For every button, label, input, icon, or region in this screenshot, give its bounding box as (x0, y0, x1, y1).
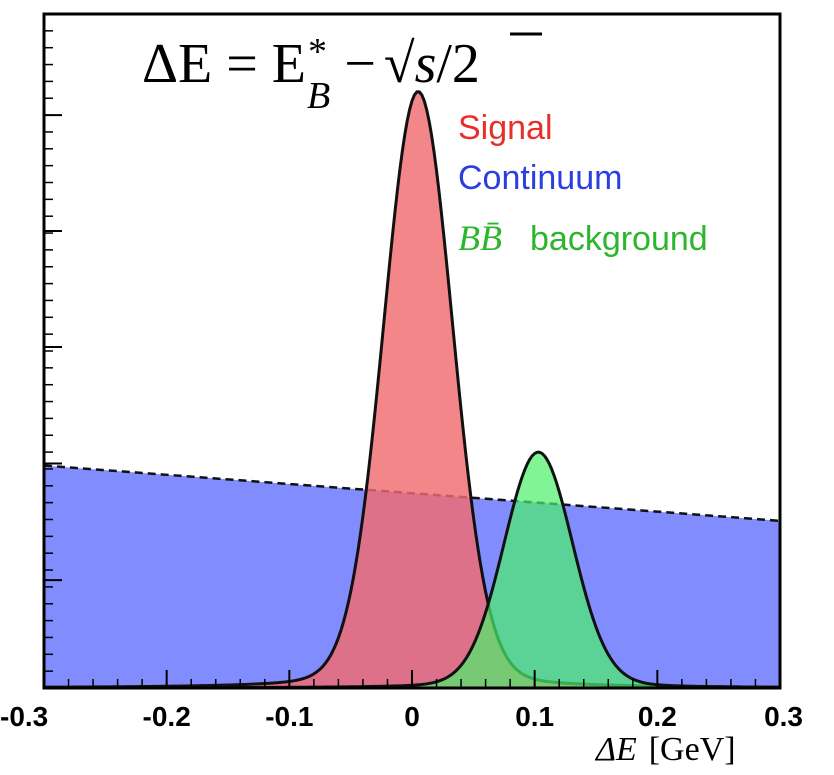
plot-area (42, 90, 782, 690)
x-tick-label: -0.1 (265, 701, 313, 732)
legend-bb-math: BB̄ (458, 218, 502, 258)
legend-signal: Signal (458, 109, 553, 147)
x-tick-label: -0.3 (0, 701, 48, 732)
legend: Signal Continuum BB̄ background (458, 109, 708, 258)
x-tick-label: 0 (404, 701, 420, 732)
x-axis-title: ΔE [GeV] (594, 731, 736, 768)
axes: -0.3 -0.2 -0.1 0 0.1 0.2 0.3 (0, 12, 803, 732)
legend-bb-background: background (530, 220, 708, 258)
x-tick-label: 0.2 (638, 701, 677, 732)
x-tick-label: -0.2 (143, 701, 191, 732)
x-tick-label: 0.3 (764, 701, 803, 732)
chart-title: ΔE = E* B− √s/2 (142, 31, 480, 117)
x-tick-label: 0.1 (515, 701, 554, 732)
legend-continuum: Continuum (458, 159, 622, 197)
